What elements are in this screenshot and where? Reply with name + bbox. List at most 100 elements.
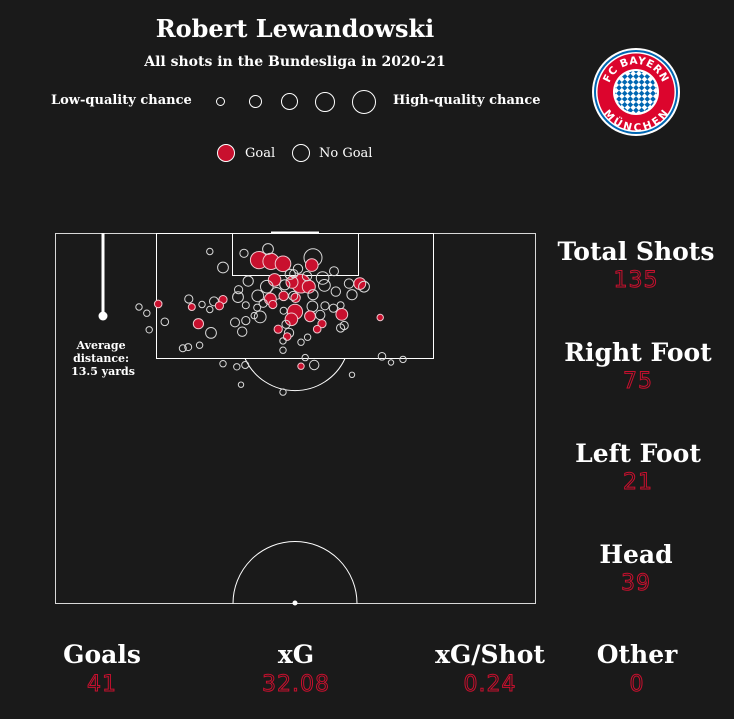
stat-xg-per-shot-label: xG/Shot bbox=[435, 640, 545, 669]
center-spot bbox=[292, 600, 298, 606]
shot-marker-goal bbox=[305, 258, 319, 272]
shot-marker-no-goal bbox=[241, 301, 250, 310]
shot-marker-no-goal bbox=[253, 303, 262, 312]
shot-marker-no-goal bbox=[258, 298, 268, 308]
shot-marker-no-goal bbox=[309, 359, 320, 371]
stat-goals-label: Goals bbox=[63, 640, 141, 669]
quality-size-circle-2 bbox=[249, 95, 262, 108]
shot-marker-no-goal bbox=[251, 289, 265, 303]
shot-marker-no-goal bbox=[198, 300, 206, 309]
shot-marker-goal bbox=[317, 319, 327, 329]
shot-marker-no-goal bbox=[336, 301, 345, 310]
quality-size-circle-1 bbox=[216, 97, 225, 106]
shot-marker-goal bbox=[297, 362, 305, 370]
shot-marker-goal bbox=[290, 292, 301, 303]
shot-marker-goal bbox=[214, 301, 224, 311]
shot-marker-no-goal bbox=[206, 247, 214, 256]
shot-marker-no-goal bbox=[241, 316, 251, 326]
shot-markers bbox=[135, 243, 407, 396]
shot-marker-no-goal bbox=[184, 294, 194, 304]
chart-title: Robert Lewandowski bbox=[155, 14, 435, 43]
shot-marker-no-goal bbox=[253, 310, 267, 324]
shot-marker-no-goal bbox=[281, 319, 291, 329]
stat-xg-value: 32.08 bbox=[262, 672, 330, 698]
shot-marker-no-goal bbox=[239, 248, 249, 258]
shot-marker-no-goal bbox=[399, 355, 407, 364]
stat-xg-per-shot-value: 0.24 bbox=[463, 672, 517, 698]
six-yard-box bbox=[232, 233, 359, 276]
shot-marker-no-goal bbox=[387, 359, 395, 366]
quality-size-circle-5 bbox=[352, 90, 376, 114]
penalty-arc bbox=[244, 358, 346, 392]
stat-other-label: Other bbox=[596, 640, 678, 669]
shot-marker-no-goal bbox=[288, 290, 299, 301]
shot-marker-no-goal bbox=[135, 303, 143, 311]
shot-marker-no-goal bbox=[303, 333, 312, 341]
shot-marker-no-goal bbox=[233, 363, 241, 371]
shot-marker-no-goal bbox=[284, 268, 296, 280]
shot-marker-no-goal bbox=[250, 311, 258, 320]
shot-marker-no-goal bbox=[262, 243, 274, 255]
shot-marker-no-goal bbox=[205, 327, 217, 339]
shot-marker-goal bbox=[273, 324, 283, 334]
shot-marker-goal bbox=[312, 324, 322, 334]
shot-marker-no-goal bbox=[289, 269, 299, 279]
stat-left-foot-value: 21 bbox=[623, 470, 653, 496]
average-distance-label-3: 13.5 yards bbox=[71, 365, 135, 378]
shot-marker-no-goal bbox=[301, 353, 309, 362]
shot-marker-no-goal bbox=[241, 361, 250, 369]
legend-no-goal-marker bbox=[292, 144, 310, 162]
average-distance-label-2: distance: bbox=[73, 352, 129, 365]
legend-no-goal-label: No Goal bbox=[319, 146, 373, 161]
shot-marker-no-goal bbox=[297, 338, 305, 346]
shot-marker-goal bbox=[192, 318, 204, 330]
shot-marker-no-goal bbox=[358, 280, 370, 293]
shot-marker-no-goal bbox=[348, 371, 356, 378]
shot-marker-no-goal bbox=[320, 301, 330, 311]
stat-total-shots-label: Total Shots bbox=[557, 237, 715, 266]
shot-marker-no-goal bbox=[237, 381, 245, 388]
stat-right-foot-value: 75 bbox=[623, 369, 653, 395]
high-quality-label: High-quality chance bbox=[393, 93, 541, 108]
quality-size-circle-3 bbox=[281, 93, 298, 110]
stat-right-foot-label: Right Foot bbox=[564, 338, 712, 367]
shot-marker-no-goal bbox=[234, 285, 244, 295]
average-distance-label-1: Average bbox=[76, 339, 126, 352]
shot-marker-goal bbox=[267, 273, 282, 287]
stat-head-value: 39 bbox=[621, 571, 651, 597]
stat-total-shots-value: 135 bbox=[613, 268, 659, 294]
shot-marker-goal bbox=[187, 303, 196, 311]
shot-marker-no-goal bbox=[315, 309, 326, 321]
shot-marker-no-goal bbox=[306, 300, 319, 313]
stat-xg-label: xG bbox=[277, 640, 315, 669]
shot-marker-no-goal bbox=[206, 305, 214, 314]
shot-marker-no-goal bbox=[328, 303, 338, 313]
shot-marker-no-goal bbox=[178, 344, 187, 353]
shot-marker-goal bbox=[284, 312, 299, 327]
shot-marker-no-goal bbox=[160, 317, 170, 327]
quality-size-circle-4 bbox=[315, 92, 335, 112]
shot-marker-no-goal bbox=[242, 275, 254, 287]
shot-marker-goal bbox=[282, 332, 292, 341]
shot-marker-goal bbox=[268, 299, 278, 310]
shot-marker-no-goal bbox=[330, 286, 341, 297]
average-distance-marker bbox=[98, 311, 108, 321]
stat-left-foot-label: Left Foot bbox=[575, 439, 701, 468]
shot-marker-goal bbox=[274, 255, 292, 273]
shot-marker-no-goal bbox=[237, 326, 248, 337]
shot-marker-no-goal bbox=[329, 266, 339, 277]
stat-other-value: 0 bbox=[629, 672, 645, 698]
shot-marker-no-goal bbox=[343, 278, 355, 289]
stat-goals-value: 41 bbox=[87, 672, 117, 698]
shot-marker-no-goal bbox=[143, 309, 151, 317]
shot-marker-no-goal bbox=[377, 352, 387, 361]
center-circle bbox=[232, 541, 358, 604]
shot-marker-goal bbox=[285, 275, 299, 289]
shot-marker-no-goal bbox=[184, 343, 193, 352]
shot-marker-no-goal bbox=[219, 360, 227, 368]
shot-marker-no-goal bbox=[279, 388, 287, 396]
shot-marker-no-goal bbox=[301, 271, 313, 282]
low-quality-label: Low-quality chance bbox=[51, 93, 192, 108]
svg-text:Average distance: 13.5: Average distance: 13.5 yards bbox=[71, 339, 135, 378]
shot-marker-no-goal bbox=[336, 323, 346, 333]
